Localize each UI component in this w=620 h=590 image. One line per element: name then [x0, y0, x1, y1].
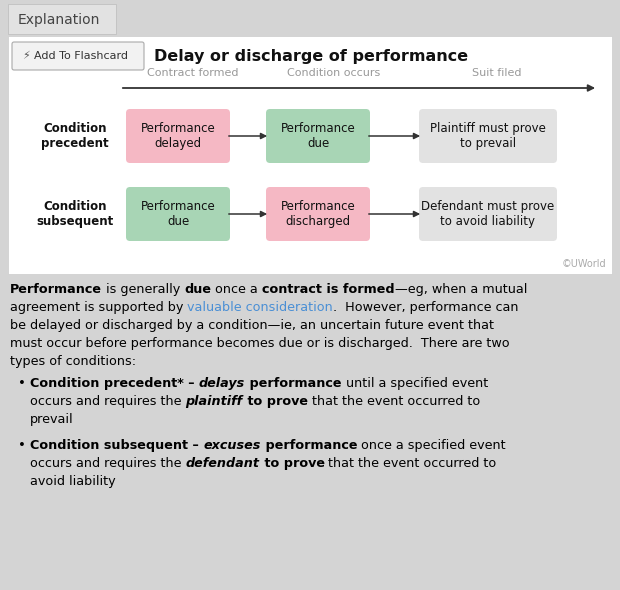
Text: be delayed or discharged by a condition—ie, an uncertain future event that: be delayed or discharged by a condition—…: [10, 319, 494, 332]
Text: Performance
delayed: Performance delayed: [141, 122, 215, 150]
FancyBboxPatch shape: [266, 109, 370, 163]
Text: performance: performance: [260, 439, 357, 452]
Text: once a specified event: once a specified event: [357, 439, 506, 452]
FancyBboxPatch shape: [8, 4, 116, 34]
Text: to prove: to prove: [242, 395, 308, 408]
Text: Condition subsequent –: Condition subsequent –: [30, 439, 203, 452]
Text: Contract formed: Contract formed: [148, 68, 239, 78]
Text: ⚡: ⚡: [22, 51, 30, 61]
Text: Performance
due: Performance due: [281, 122, 355, 150]
Text: Condition
subsequent: Condition subsequent: [37, 200, 113, 228]
Text: Delay or discharge of performance: Delay or discharge of performance: [154, 48, 468, 64]
Text: ©UWorld: ©UWorld: [561, 259, 606, 269]
Text: Performance
discharged: Performance discharged: [281, 200, 355, 228]
FancyBboxPatch shape: [126, 187, 230, 241]
Text: contract is formed: contract is formed: [262, 283, 394, 296]
FancyBboxPatch shape: [12, 42, 144, 70]
Text: excuses: excuses: [203, 439, 260, 452]
Text: defendant: defendant: [185, 457, 260, 470]
Text: •: •: [18, 377, 26, 390]
Text: Condition occurs: Condition occurs: [288, 68, 381, 78]
Text: plaintiff: plaintiff: [185, 395, 242, 408]
Text: Explanation: Explanation: [18, 13, 100, 27]
Text: delays: delays: [199, 377, 246, 390]
Bar: [8, 36, 612, 274]
Text: once a: once a: [211, 283, 262, 296]
Text: due: due: [184, 283, 211, 296]
FancyBboxPatch shape: [419, 187, 557, 241]
FancyBboxPatch shape: [266, 187, 370, 241]
FancyBboxPatch shape: [419, 109, 557, 163]
Text: that the event occurred to: that the event occurred to: [324, 457, 497, 470]
Text: Plaintiff must prove
to prevail: Plaintiff must prove to prevail: [430, 122, 546, 150]
Text: is generally: is generally: [102, 283, 184, 296]
Text: that the event occurred to: that the event occurred to: [308, 395, 480, 408]
Text: agreement is supported by: agreement is supported by: [10, 301, 187, 314]
Text: performance: performance: [246, 377, 342, 390]
Text: .  However, performance can: . However, performance can: [333, 301, 518, 314]
Text: to prove: to prove: [260, 457, 324, 470]
Text: must occur before performance becomes due or is discharged.  There are two: must occur before performance becomes du…: [10, 337, 510, 350]
Text: Condition
precedent: Condition precedent: [41, 122, 109, 150]
Text: occurs and requires the: occurs and requires the: [30, 395, 185, 408]
FancyBboxPatch shape: [126, 109, 230, 163]
Text: Condition precedent* –: Condition precedent* –: [30, 377, 199, 390]
Text: types of conditions:: types of conditions:: [10, 355, 136, 368]
Text: occurs and requires the: occurs and requires the: [30, 457, 185, 470]
Text: Add To Flashcard: Add To Flashcard: [34, 51, 128, 61]
Text: avoid liability: avoid liability: [30, 475, 115, 488]
Text: Performance
due: Performance due: [141, 200, 215, 228]
Text: Performance: Performance: [10, 283, 102, 296]
Text: valuable consideration: valuable consideration: [187, 301, 333, 314]
Text: Suit filed: Suit filed: [472, 68, 522, 78]
Text: prevail: prevail: [30, 413, 74, 426]
Text: until a specified event: until a specified event: [342, 377, 488, 390]
Text: —eg, when a mutual: —eg, when a mutual: [394, 283, 527, 296]
Text: Defendant must prove
to avoid liability: Defendant must prove to avoid liability: [422, 200, 555, 228]
Text: •: •: [18, 439, 26, 452]
